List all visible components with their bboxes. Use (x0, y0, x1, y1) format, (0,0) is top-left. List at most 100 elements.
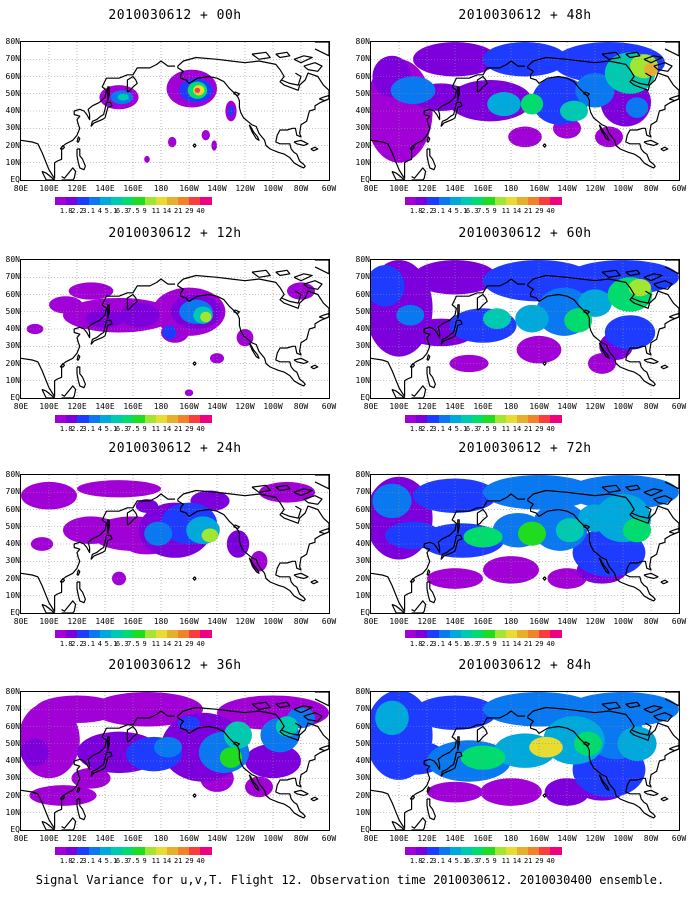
lon-tick-label: 120W (585, 617, 605, 626)
coastline-sakhalin (107, 86, 110, 101)
colorbar-label: 40 (196, 857, 205, 865)
colorbar-swatch (483, 415, 495, 423)
lon-tick-label: 160W (529, 834, 549, 843)
coastline-hudsonA (281, 290, 302, 304)
coastline-newfoundland (668, 744, 679, 752)
lat-tick-label: 50N (355, 738, 370, 748)
coastline-cuba (293, 789, 309, 797)
lat-tick-label: 50N (5, 88, 20, 98)
lat-tick-label: 20N (355, 140, 370, 150)
coastline-hudsonA (281, 72, 302, 86)
lat-tick-label: 10N (5, 157, 20, 167)
colorbar-label: 2.2 (71, 857, 84, 865)
colorbar-label: 4 (447, 425, 452, 433)
map-panel: 2010030612 + 48h 80N 70N 60N 50N 40N 30N 20N 10N… (350, 0, 700, 218)
variance-contour (529, 736, 563, 758)
lat-tick-label: 80N (5, 37, 20, 46)
lat-tick-label: 70N (355, 487, 370, 497)
coastline-arctic2 (275, 51, 291, 59)
coastline-cuba (643, 789, 659, 797)
colorbar (55, 630, 212, 638)
colorbar-label: 4 (97, 425, 102, 433)
colorbar-label: 3.1 (432, 425, 445, 433)
lat-tick-label: 20N (355, 358, 370, 368)
variance-contour (604, 315, 656, 350)
colorbar-swatch (550, 630, 562, 638)
coastline-arctic1 (251, 484, 271, 493)
lon-tick-label: 100E (389, 184, 409, 193)
variance-shading (26, 282, 315, 397)
lon-tick-label: 100E (389, 402, 409, 411)
variance-contour (483, 556, 539, 584)
colorbar-label: 40 (196, 640, 205, 648)
coastlines (21, 260, 329, 398)
colorbar-swatch (427, 847, 439, 855)
coastline-baja (248, 557, 260, 574)
coastline-borneo (61, 817, 77, 830)
lon-tick-label: 160W (529, 184, 549, 193)
colorbar-label: 5.1 (454, 207, 468, 215)
coastline-sumatra (41, 170, 56, 180)
colorbar-swatch (539, 630, 551, 638)
coastline-borneo (411, 167, 427, 180)
colorbar-label: 14 (512, 425, 522, 433)
coastline-baffin (303, 495, 323, 505)
coastline-newfoundland (668, 94, 679, 102)
coastline-hainan (59, 362, 66, 368)
lon-tick-label: 60W (321, 617, 337, 626)
coastline-greenland (664, 42, 679, 57)
coastline-hainan (409, 794, 416, 800)
variance-map (20, 474, 330, 614)
coastline-newfoundland (668, 527, 679, 535)
coastline-kamchatka (126, 508, 138, 526)
colorbar-label: 3.1 (432, 857, 445, 865)
lat-tick-label: 60N (355, 71, 370, 81)
colorbar-swatch (460, 197, 473, 205)
colorbar-label: 9 (142, 425, 147, 433)
colorbar-swatch (505, 415, 517, 423)
lon-tick-label: 160E (473, 834, 493, 843)
colorbar-swatch (189, 630, 201, 638)
colorbar-label: 14 (512, 640, 522, 648)
lon-tick-label: 120E (417, 184, 437, 193)
colorbar-label: 7.5 (127, 207, 140, 215)
colorbar-swatch (539, 197, 551, 205)
coastline-sumatra (391, 820, 406, 830)
lon-tick-label: 100W (263, 184, 283, 193)
colorbar-swatch (110, 197, 123, 205)
variance-contour (112, 571, 126, 586)
colorbar-label: 2.2 (421, 857, 434, 865)
lon-tick-label: 120E (417, 617, 437, 626)
coastline-baffin (653, 280, 673, 290)
variance-contour (201, 129, 210, 141)
colorbar-label: 1.8 (409, 640, 423, 648)
variance-contour (487, 92, 521, 117)
colorbar-label: 29 (185, 207, 194, 215)
lon-tick-label: 140E (445, 617, 465, 626)
coastline-kamchatka (126, 725, 138, 743)
coastline-borneo (411, 600, 427, 613)
lat-tick-label: 10N (5, 590, 20, 600)
colorbar-swatch (516, 630, 529, 638)
variance-contour (544, 778, 590, 806)
lat-tick-label: 60N (355, 504, 370, 514)
variance-map-svg (371, 692, 679, 830)
colorbar-swatch (483, 630, 495, 638)
coastline-arctic2 (625, 269, 641, 277)
coastline-taiwan (426, 136, 431, 143)
lon-tick-label: 80W (293, 834, 309, 843)
colorbar-swatch (483, 847, 495, 855)
colorbar-label: 1.8 (59, 425, 73, 433)
lon-tick-label: 120E (67, 402, 87, 411)
colorbar-swatch (438, 197, 450, 205)
colorbar-label: 1.8 (59, 640, 73, 648)
coastline-hainan (409, 577, 416, 583)
coastline-baja (248, 774, 260, 791)
colorbar-swatch (178, 197, 190, 205)
lon-tick-label: 160E (123, 184, 143, 193)
colorbar-swatch (200, 847, 212, 855)
colorbar-label: 14 (162, 425, 172, 433)
variance-contour (427, 781, 483, 803)
coastline-japan (440, 319, 463, 345)
coastlines (21, 42, 329, 180)
